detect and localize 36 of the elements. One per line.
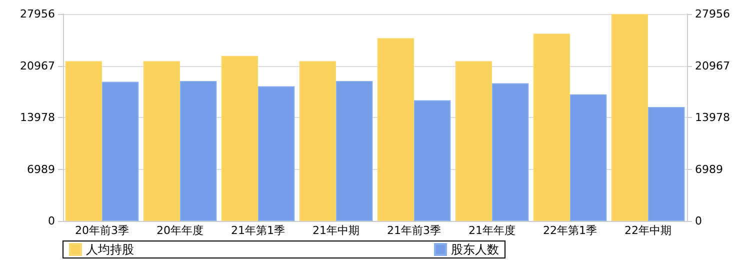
bar [533, 34, 570, 221]
bar [611, 14, 648, 221]
bar [570, 94, 607, 221]
x-tick-label: 20年前3季 [75, 224, 129, 237]
y-tick-label: 20967 [20, 59, 55, 72]
y2-tick-label: 6989 [695, 162, 724, 176]
y2-tick-label: 13978 [695, 111, 730, 124]
bar [377, 38, 414, 221]
x-tick-label: 21年第1季 [231, 224, 285, 237]
bar [65, 61, 102, 221]
x-tick-label: 21年年度 [468, 224, 516, 237]
y-tick-label: 0 [48, 214, 55, 228]
x-tick-label: 22年中期 [624, 224, 672, 237]
bar [492, 83, 529, 221]
bar [455, 61, 492, 221]
bar [102, 82, 139, 221]
y2-tick-label: 20967 [695, 59, 730, 72]
x-tick-label: 21年前3季 [387, 224, 442, 237]
legend-label: 股东人数 [451, 242, 499, 256]
y2-tick-label: 0 [695, 214, 702, 228]
x-tick-label: 20年年度 [156, 224, 204, 237]
bar [414, 100, 451, 221]
x-tick-label: 22年第1季 [543, 224, 598, 237]
x-tick-label: 21年中期 [312, 224, 360, 237]
y2-tick-label: 27956 [695, 8, 730, 20]
y-tick-label: 27956 [20, 8, 55, 20]
bar [180, 81, 217, 221]
bar [143, 61, 180, 221]
y-tick-label: 6989 [27, 162, 55, 176]
bar [221, 56, 258, 221]
legend-label: 人均持股 [86, 242, 134, 256]
bar [258, 86, 295, 221]
bar [648, 106, 685, 221]
bar [336, 81, 373, 221]
bar [299, 61, 336, 221]
y-tick-label: 13978 [20, 111, 55, 124]
